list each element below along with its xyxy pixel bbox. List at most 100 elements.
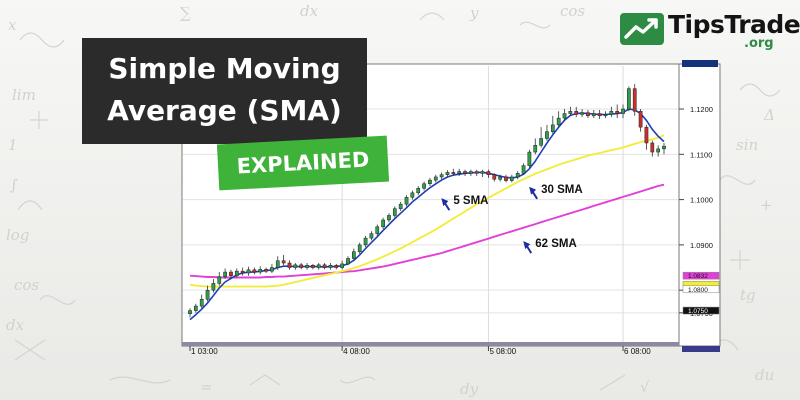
time-axis-strip — [182, 342, 679, 346]
candle-body — [194, 305, 198, 311]
candle-body — [281, 260, 286, 264]
price-tick-label: 1.1200 — [690, 105, 713, 114]
svg-text:dy: dy — [460, 380, 479, 398]
candle-body — [404, 197, 409, 205]
candle-body — [469, 171, 473, 174]
svg-text:du: du — [755, 366, 774, 384]
candle-body — [375, 226, 380, 234]
candle-body — [223, 271, 227, 277]
price-tag — [682, 271, 720, 280]
candle-body — [504, 176, 508, 181]
price-tick-label: 1.1000 — [690, 196, 713, 205]
logo-name: TipsTrade — [668, 10, 800, 39]
svg-text:x: x — [8, 16, 17, 34]
candle-body — [311, 265, 315, 268]
time-tick-label: 1 03:00 — [191, 347, 218, 356]
candle-body — [486, 171, 491, 175]
candle-body — [433, 176, 438, 181]
svg-text:lim: lim — [12, 86, 36, 104]
title-banner: Simple Moving Average (SMA) — [82, 38, 367, 144]
candle-body — [352, 251, 356, 259]
candle-body — [650, 142, 655, 153]
svg-text:cos: cos — [560, 2, 585, 20]
candle-body — [515, 173, 520, 178]
annotation-label: 5 SMA — [453, 195, 488, 207]
candle-body — [545, 131, 549, 139]
candle-body — [340, 263, 344, 268]
candle-body — [527, 151, 532, 166]
chart-trend-icon — [620, 13, 664, 45]
candle-body — [510, 176, 514, 181]
price-axis-top-tag — [682, 60, 718, 67]
candle-body — [474, 171, 479, 174]
logo-suffix: .org — [744, 36, 774, 51]
background-math-doodles — [14, 12, 781, 391]
candle-body — [627, 88, 631, 110]
candle-body — [480, 171, 485, 174]
svg-text:dx: dx — [6, 316, 25, 334]
svg-text:∫: ∫ — [10, 176, 18, 194]
candle-body — [416, 188, 421, 194]
explained-badge: EXPLAINED — [216, 135, 390, 191]
svg-text:cos: cos — [14, 276, 39, 294]
annotation-arrowhead — [523, 241, 531, 250]
title-line-2: Average (SMA) — [107, 94, 342, 127]
candle-body — [621, 108, 625, 114]
candle-body — [270, 267, 274, 272]
candlesticks — [188, 84, 666, 318]
annotation-arrowhead — [441, 198, 449, 207]
candle-body — [410, 192, 415, 198]
candle-body — [428, 179, 432, 185]
candle-body — [439, 174, 444, 178]
candle-body — [445, 172, 450, 175]
candle-body — [556, 117, 561, 126]
candle-body — [299, 264, 304, 268]
svg-text:sin: sin — [736, 136, 758, 154]
candle-body — [398, 203, 403, 209]
series-line-5-sma — [189, 108, 665, 321]
time-axis: 1 03:00 4 08:00 5 08:00 6 08:00 — [189, 346, 651, 356]
candle-body — [334, 265, 339, 268]
moving-average-lines — [189, 108, 665, 321]
svg-text:log: log — [6, 226, 29, 244]
candle-body — [580, 112, 584, 115]
candle-body — [609, 111, 614, 115]
candle-body — [597, 113, 602, 117]
svg-text:=: = — [200, 378, 213, 396]
candle-body — [568, 111, 573, 114]
candle-body — [463, 171, 467, 174]
svg-text:Δ: Δ — [763, 106, 775, 124]
time-tick-label: 5 08:00 — [489, 347, 516, 356]
price-tag-label: 1.0750 — [688, 308, 708, 315]
candle-body — [369, 233, 374, 239]
candle-body — [662, 145, 666, 150]
candle-body — [586, 112, 590, 117]
background-math-text: x lim 1 ∫ log cos dx Δ sin + tg du ∑ dx y cos = dy √ — [6, 2, 775, 398]
candle-body — [363, 237, 368, 246]
candle-body — [188, 310, 192, 314]
title-line-1: Simple Moving — [108, 52, 341, 85]
sma-annotations: 5 SMA 30 SMA 62 SMA — [441, 184, 583, 254]
tipstrade-logo: TipsTrade .org — [620, 10, 800, 51]
price-tags: 1.0832 1.0800 1.0750 — [682, 271, 720, 315]
series-line-62-sma — [189, 183, 665, 279]
svg-text:∑: ∑ — [180, 4, 191, 22]
svg-text:y: y — [469, 4, 479, 22]
annotation-label: 62 SMA — [535, 238, 577, 250]
candle-body — [346, 258, 350, 265]
candle-body — [591, 113, 596, 117]
candle-body — [550, 124, 555, 132]
candle-body — [240, 270, 245, 274]
candle-body — [644, 126, 649, 144]
candle-body — [305, 265, 309, 268]
candle-body — [457, 171, 462, 174]
candle-body — [229, 271, 233, 276]
price-tag — [682, 285, 720, 294]
candle-body — [422, 183, 426, 189]
time-tick-label: 6 08:00 — [624, 347, 651, 356]
price-tag-label: 1.0832 — [688, 273, 708, 280]
series-line-30-sma — [189, 134, 665, 288]
svg-text:dx: dx — [300, 2, 319, 20]
candle-body — [211, 283, 216, 291]
